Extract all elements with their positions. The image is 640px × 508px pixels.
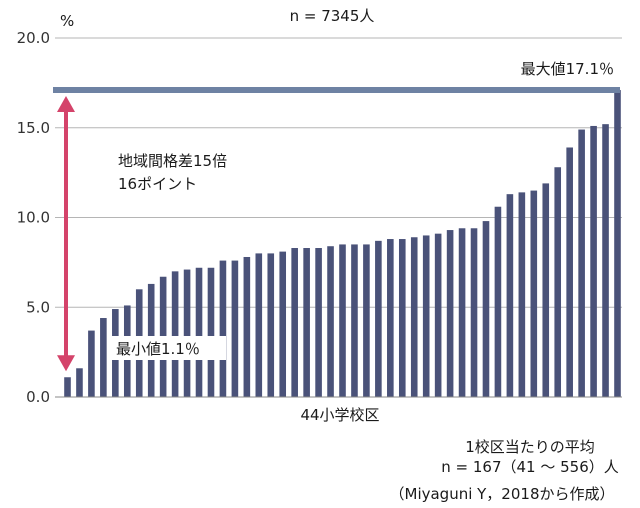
bar — [482, 221, 490, 397]
min-label-backdrop — [112, 336, 226, 360]
bar — [327, 246, 334, 397]
gridlines — [55, 37, 622, 308]
bar — [518, 192, 526, 397]
bar — [219, 260, 227, 397]
disparity-annotation-line2: 16ポイント — [118, 175, 197, 193]
bar — [207, 267, 215, 397]
bar — [100, 318, 107, 397]
bar — [375, 240, 382, 397]
bar — [267, 253, 275, 397]
bar — [398, 239, 406, 397]
bar — [315, 248, 322, 397]
bar — [470, 228, 478, 397]
bar — [506, 194, 514, 397]
bar — [602, 124, 609, 397]
footnote-line2: n = 167（41 ～ 556）人 — [441, 458, 619, 476]
footnote-line1: 1校区当たりの平均 — [465, 438, 595, 456]
bar — [339, 244, 346, 397]
bar — [566, 147, 573, 397]
bar — [195, 267, 203, 397]
y-tick-label: 5.0 — [26, 298, 50, 316]
bar — [530, 190, 538, 397]
bar — [614, 90, 621, 398]
bar — [434, 233, 442, 397]
bar — [351, 244, 358, 397]
bar — [542, 183, 550, 397]
bar — [88, 330, 95, 397]
range-arrow — [57, 96, 75, 372]
disparity-annotation-line1: 地域間格差15倍 — [118, 152, 227, 170]
bar — [243, 256, 251, 397]
chart-title: n = 7345人 — [290, 7, 375, 25]
bar — [303, 248, 310, 397]
y-axis-ticks: 0.0 5.0 10.0 15.0 20.0 — [17, 29, 50, 406]
bar — [279, 251, 287, 397]
range-arrow-head-up — [57, 96, 75, 113]
bar — [422, 235, 430, 397]
bar — [291, 248, 298, 397]
bar — [387, 239, 394, 397]
min-value-label: 最小値1.1％ — [116, 340, 200, 358]
bar — [446, 230, 454, 397]
bar — [554, 167, 562, 397]
y-tick-label: 15.0 — [17, 119, 50, 137]
bar — [171, 271, 179, 397]
bar — [183, 269, 191, 397]
bar — [458, 228, 466, 397]
bar — [363, 244, 370, 397]
y-tick-label: 20.0 — [17, 29, 50, 47]
bar — [255, 253, 263, 397]
y-tick-label: 0.0 — [26, 388, 50, 406]
x-axis-label: 44小学校区 — [300, 406, 379, 424]
bar — [410, 237, 418, 397]
y-tick-label: 10.0 — [17, 209, 50, 227]
max-value-label: 最大値17.1％ — [521, 60, 614, 78]
footnote-line3: （Miyaguni Y，2018から作成） — [390, 485, 615, 503]
range-arrow-head-down — [57, 355, 75, 372]
bar — [590, 125, 597, 397]
bar — [231, 260, 239, 397]
y-axis-unit-label: % — [60, 12, 74, 30]
bars — [64, 90, 621, 398]
bar — [64, 377, 71, 397]
bar — [494, 206, 502, 397]
bar — [76, 368, 83, 397]
bar — [578, 129, 585, 398]
